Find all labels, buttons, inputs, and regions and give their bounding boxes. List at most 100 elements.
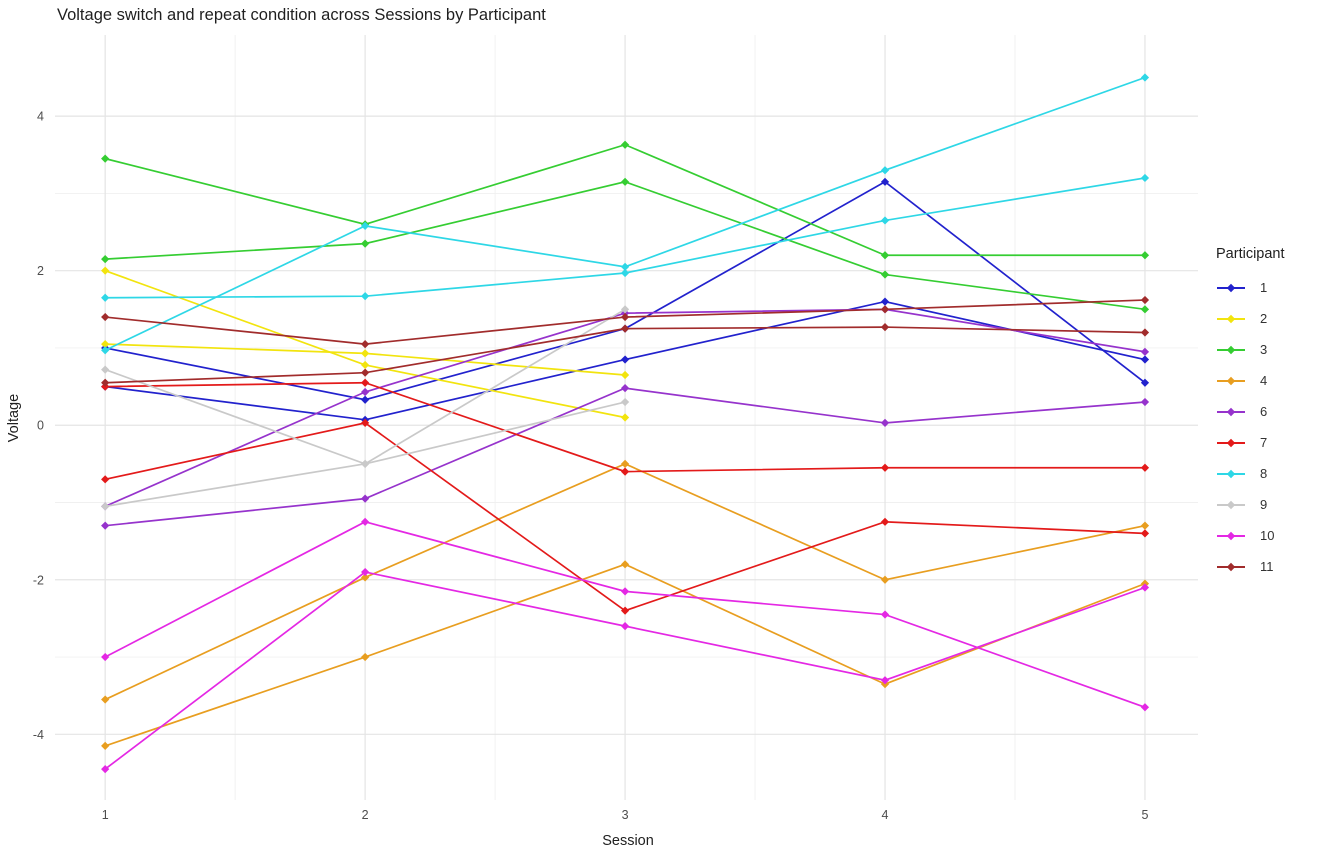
data-point bbox=[1140, 251, 1150, 260]
series-4-switch bbox=[101, 459, 1150, 704]
data-point bbox=[620, 587, 630, 596]
data-point bbox=[1140, 347, 1150, 356]
svg-text:0: 0 bbox=[37, 419, 44, 433]
data-point bbox=[620, 560, 630, 569]
legend-label: 10 bbox=[1260, 528, 1275, 543]
data-point bbox=[361, 292, 370, 301]
data-point bbox=[361, 360, 370, 370]
data-point bbox=[1140, 703, 1150, 712]
data-point bbox=[620, 355, 630, 364]
svg-text:2: 2 bbox=[362, 808, 369, 822]
legend-label: 6 bbox=[1260, 404, 1268, 419]
data-point bbox=[620, 413, 630, 422]
data-point bbox=[620, 177, 630, 186]
data-point bbox=[361, 517, 370, 526]
data-point bbox=[361, 368, 370, 377]
data-point bbox=[880, 305, 890, 314]
data-point bbox=[880, 177, 890, 186]
data-point bbox=[620, 140, 630, 149]
series-10-switch bbox=[101, 517, 1150, 712]
data-point bbox=[620, 467, 630, 476]
data-point bbox=[1140, 463, 1150, 472]
data-point bbox=[101, 378, 110, 387]
series-2-repeat bbox=[101, 339, 630, 380]
legend-key-icon bbox=[1217, 376, 1245, 385]
data-point bbox=[101, 293, 110, 302]
legend-label: 4 bbox=[1260, 373, 1268, 388]
data-point bbox=[101, 652, 110, 662]
data-point bbox=[1140, 529, 1150, 538]
x-tick-labels: 1 2 3 4 5 bbox=[102, 808, 1149, 822]
data-point bbox=[880, 575, 890, 584]
chart-title: Voltage switch and repeat condition acro… bbox=[57, 6, 546, 24]
legend-item-2: 2 bbox=[1216, 303, 1326, 334]
data-point bbox=[101, 154, 110, 163]
legend-key-icon bbox=[1217, 345, 1245, 354]
data-point bbox=[620, 459, 630, 468]
data-point bbox=[361, 239, 370, 248]
data-point bbox=[620, 622, 630, 631]
data-point bbox=[620, 262, 630, 271]
legend-label: 8 bbox=[1260, 466, 1268, 481]
data-point bbox=[101, 521, 110, 530]
legend-item-9: 9 bbox=[1216, 489, 1326, 520]
data-point bbox=[880, 322, 890, 332]
legend-item-6: 6 bbox=[1216, 396, 1326, 427]
series-7-repeat bbox=[101, 418, 1150, 615]
data-point bbox=[880, 463, 890, 472]
data-point bbox=[1140, 355, 1150, 364]
data-point bbox=[1140, 397, 1150, 407]
data-point bbox=[880, 297, 890, 306]
data-point bbox=[101, 695, 110, 704]
legend-items: 1 2 3 4 6 7 8 9 10 11 bbox=[1216, 272, 1326, 582]
data-point bbox=[101, 266, 110, 275]
data-point bbox=[880, 166, 890, 175]
legend-label: 11 bbox=[1260, 559, 1274, 574]
data-point bbox=[880, 517, 890, 526]
data-point bbox=[620, 268, 630, 278]
data-point bbox=[880, 676, 890, 685]
data-point bbox=[361, 395, 370, 404]
legend-key-icon bbox=[1217, 438, 1245, 447]
svg-text:4: 4 bbox=[37, 110, 44, 124]
legend-key-icon bbox=[1217, 531, 1245, 540]
data-point bbox=[880, 610, 890, 619]
legend-key-icon bbox=[1217, 314, 1245, 323]
data-point bbox=[101, 254, 110, 264]
data-point bbox=[880, 251, 890, 260]
legend-item-1: 1 bbox=[1216, 272, 1326, 303]
data-point bbox=[620, 370, 630, 380]
series-8-repeat bbox=[101, 73, 1150, 355]
data-point bbox=[101, 312, 110, 322]
legend-label: 3 bbox=[1260, 342, 1268, 357]
series-11-switch bbox=[101, 295, 1150, 349]
data-point bbox=[880, 216, 890, 225]
data-point bbox=[101, 764, 110, 774]
svg-text:1: 1 bbox=[102, 808, 109, 822]
svg-text:-2: -2 bbox=[33, 573, 44, 587]
series-3-repeat bbox=[101, 177, 1150, 314]
legend-item-3: 3 bbox=[1216, 334, 1326, 365]
data-point bbox=[361, 494, 370, 503]
data-point bbox=[1140, 378, 1150, 387]
legend-label: 2 bbox=[1260, 311, 1268, 326]
data-point bbox=[880, 270, 890, 279]
data-point bbox=[101, 346, 110, 355]
data-point bbox=[1140, 73, 1150, 82]
svg-text:3: 3 bbox=[622, 808, 629, 822]
data-point bbox=[620, 312, 630, 322]
legend-label: 1 bbox=[1260, 280, 1268, 295]
series-10-repeat bbox=[101, 567, 1150, 774]
legend-key-icon bbox=[1217, 500, 1245, 509]
data-point bbox=[361, 567, 370, 577]
legend-item-7: 7 bbox=[1216, 427, 1326, 458]
data-point bbox=[620, 397, 630, 407]
legend: Participant 1 2 3 4 6 7 8 9 10 11 bbox=[1216, 246, 1326, 582]
legend-label: 7 bbox=[1260, 435, 1268, 450]
data-point bbox=[101, 475, 110, 484]
legend-label: 9 bbox=[1260, 497, 1268, 512]
data-point bbox=[880, 418, 890, 428]
data-point bbox=[361, 378, 370, 387]
legend-item-11: 11 bbox=[1216, 551, 1326, 582]
